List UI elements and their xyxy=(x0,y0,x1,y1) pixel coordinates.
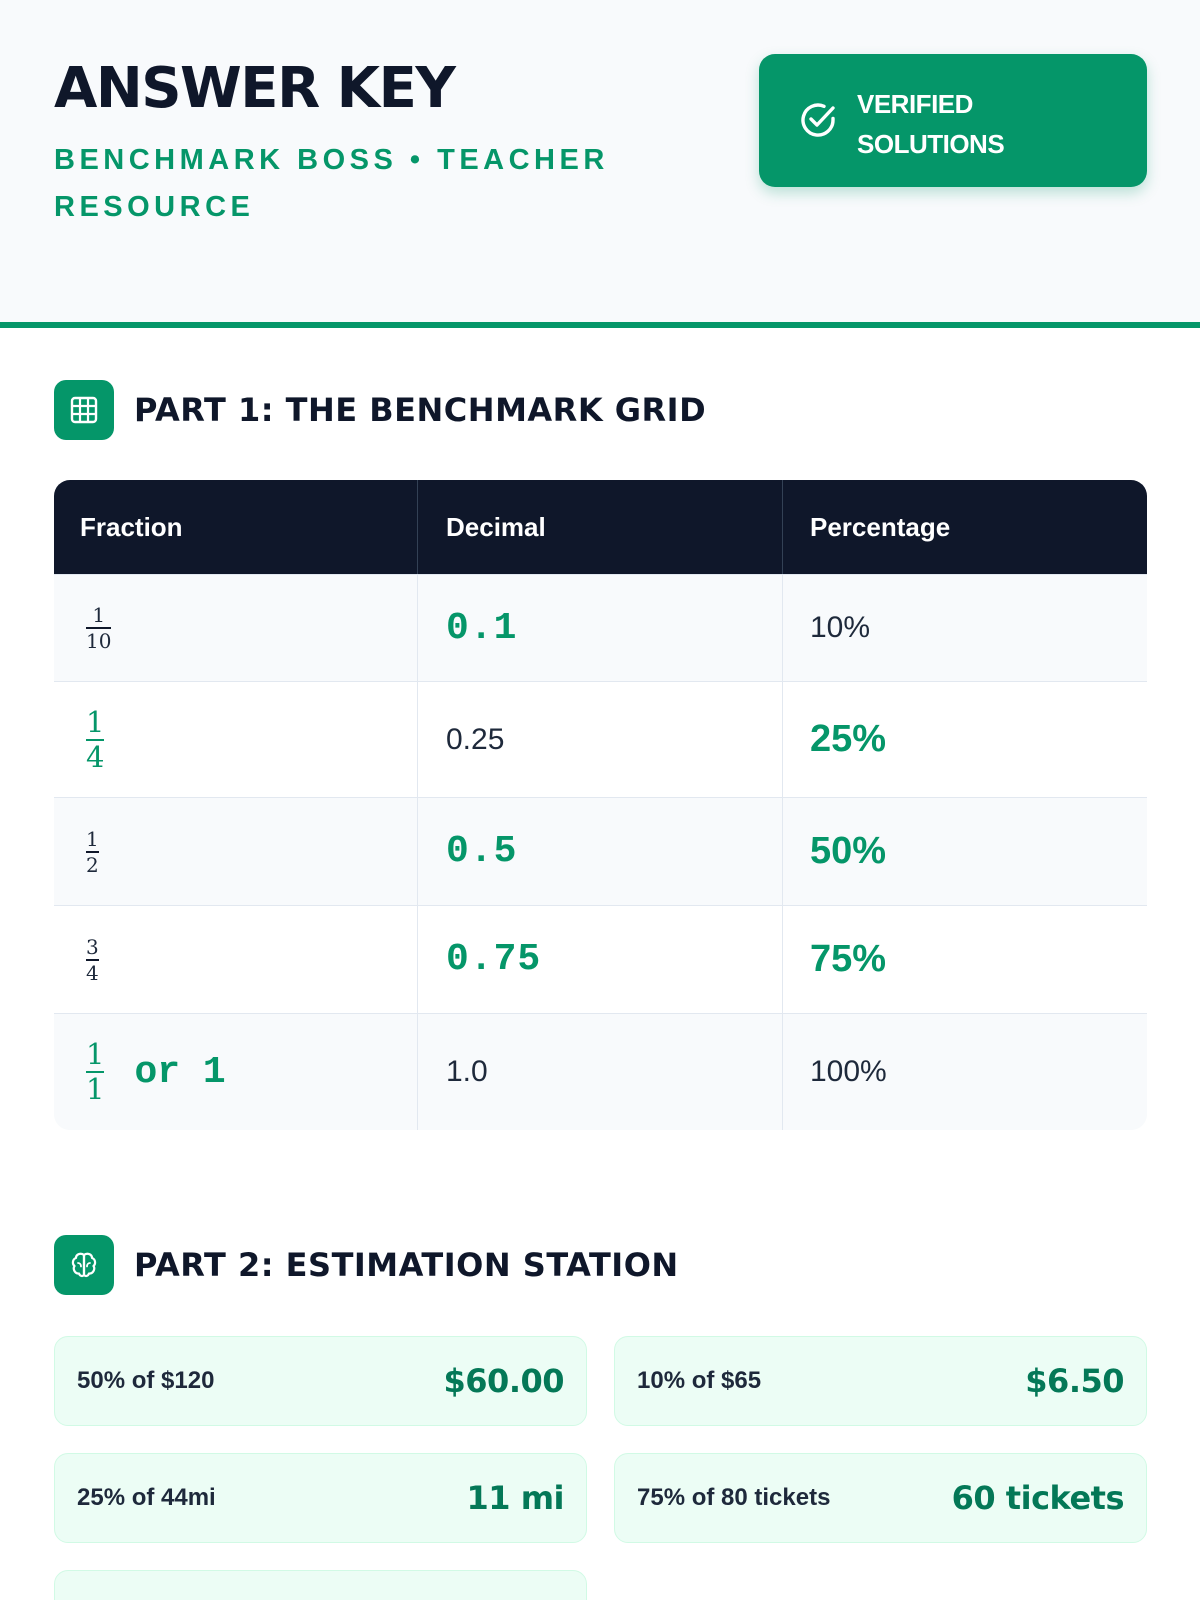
verified-badge xyxy=(759,54,1147,187)
fraction-cell: 1 4 xyxy=(86,682,416,797)
verified-badge-label: VERIFIED SOLUTIONS xyxy=(857,84,1057,164)
decimal-cell: 0.5 xyxy=(446,798,776,905)
part1-title: PART 1: THE BENCHMARK GRID xyxy=(134,391,707,429)
column-divider xyxy=(782,480,783,574)
fraction: 1 2 xyxy=(86,829,99,875)
fraction-cell: 3 4 xyxy=(86,906,416,1013)
percentage-cell: 100% xyxy=(810,1014,1140,1130)
fraction-answer: 1 1 xyxy=(86,1037,105,1106)
column-divider xyxy=(417,574,418,1130)
fraction-cell: 1 1 or 1 xyxy=(86,1014,416,1130)
grid-icon xyxy=(70,396,98,424)
fraction-cell: 1 10 xyxy=(86,575,416,681)
estimation-answer: 11 mi xyxy=(466,1479,565,1517)
fraction-numerator: 1 xyxy=(92,603,106,627)
table-row: 1 4 0.25 25% xyxy=(54,681,1147,797)
estimation-answer: 60 tickets xyxy=(951,1479,1125,1517)
decimal-cell: 0.1 xyxy=(446,575,776,681)
fraction-denominator: 4 xyxy=(86,739,105,774)
fraction-denominator: 4 xyxy=(86,960,99,985)
fraction-bar xyxy=(86,1071,105,1073)
page-title: ANSWER KEY xyxy=(54,56,456,121)
fraction-numerator: 1 xyxy=(86,826,99,851)
estimation-question: 10% of $65 xyxy=(637,1367,762,1394)
grid-icon-box xyxy=(54,380,114,440)
column-header-fraction: Fraction xyxy=(80,512,183,542)
estimation-question: 75% of 80 tickets xyxy=(637,1484,831,1511)
part2-title: PART 2: ESTIMATION STATION xyxy=(134,1246,679,1284)
badge-line-2: SOLUTIONS xyxy=(857,129,1005,159)
percentage-answer: 75% xyxy=(810,938,887,980)
benchmark-grid-table: Fraction Decimal Percentage 1 10 0.1 10%… xyxy=(54,480,1147,1130)
estimation-card: 10% of $65 $6.50 xyxy=(614,1336,1147,1426)
percentage-answer: 25% xyxy=(810,718,887,760)
brain-icon-box xyxy=(54,1235,114,1295)
fraction-whole-answer: or 1 xyxy=(134,1050,226,1094)
column-header-percentage: Percentage xyxy=(810,512,951,542)
estimation-card: 50% of $120 $60.00 xyxy=(54,1336,587,1426)
estimation-card-partial xyxy=(54,1570,587,1600)
percentage-value: 10% xyxy=(810,611,871,644)
page-subtitle: BENCHMARK BOSS • TEACHER RESOURCE xyxy=(54,144,609,223)
fraction-answer: 1 4 xyxy=(86,704,105,774)
fraction: 1 10 xyxy=(86,603,112,653)
brain-icon xyxy=(71,1252,97,1278)
fraction-denominator: 2 xyxy=(86,852,99,877)
estimation-card: 75% of 80 tickets 60 tickets xyxy=(614,1453,1147,1543)
table-row: 1 1 or 1 1.0 100% xyxy=(54,1013,1147,1130)
fraction-denominator: 10 xyxy=(86,629,112,653)
percentage-cell: 75% xyxy=(810,906,1140,1013)
column-divider xyxy=(417,480,418,574)
estimation-question: 50% of $120 xyxy=(77,1367,215,1394)
estimation-card: 25% of 44mi 11 mi xyxy=(54,1453,587,1543)
estimation-question: 25% of 44mi xyxy=(77,1484,216,1511)
decimal-cell: 0.75 xyxy=(446,906,776,1013)
fraction-numerator: 1 xyxy=(86,1037,105,1071)
decimal-value: 0.25 xyxy=(446,722,505,756)
column-divider xyxy=(782,574,783,1130)
fraction-numerator: 3 xyxy=(86,934,99,959)
decimal-answer: 0.75 xyxy=(446,938,542,981)
fraction-bar xyxy=(86,627,112,629)
decimal-answer: 0.5 xyxy=(446,830,518,873)
percentage-value: 100% xyxy=(810,1055,887,1088)
percentage-answer: 50% xyxy=(810,830,887,872)
badge-line-1: VERIFIED xyxy=(857,89,973,119)
table-row: 1 10 0.1 10% xyxy=(54,574,1147,681)
decimal-cell: 1.0 xyxy=(446,1014,776,1130)
decimal-cell: 0.25 xyxy=(446,682,776,797)
estimation-answer: $60.00 xyxy=(443,1362,565,1400)
fraction-bar xyxy=(86,958,99,961)
fraction-bar xyxy=(86,738,105,741)
percentage-cell: 10% xyxy=(810,575,1140,681)
table-row: 3 4 0.75 75% xyxy=(54,905,1147,1013)
table-header-row: Fraction Decimal Percentage xyxy=(54,480,1147,574)
fraction: 3 4 xyxy=(86,937,99,983)
percentage-cell: 25% xyxy=(810,682,1140,797)
decimal-value: 1.0 xyxy=(446,1055,488,1088)
check-circle-icon xyxy=(801,103,835,137)
fraction-denominator: 1 xyxy=(86,1072,105,1106)
estimation-answer: $6.50 xyxy=(1025,1362,1124,1400)
fraction-numerator: 1 xyxy=(86,704,105,739)
table-row: 1 2 0.5 50% xyxy=(54,797,1147,905)
percentage-cell: 50% xyxy=(810,798,1140,905)
fraction-cell: 1 2 xyxy=(86,798,416,905)
column-header-decimal: Decimal xyxy=(446,512,546,542)
decimal-answer: 0.1 xyxy=(446,606,518,650)
header: ANSWER KEY BENCHMARK BOSS • TEACHER RESO… xyxy=(0,0,1200,328)
fraction-bar xyxy=(86,850,99,853)
